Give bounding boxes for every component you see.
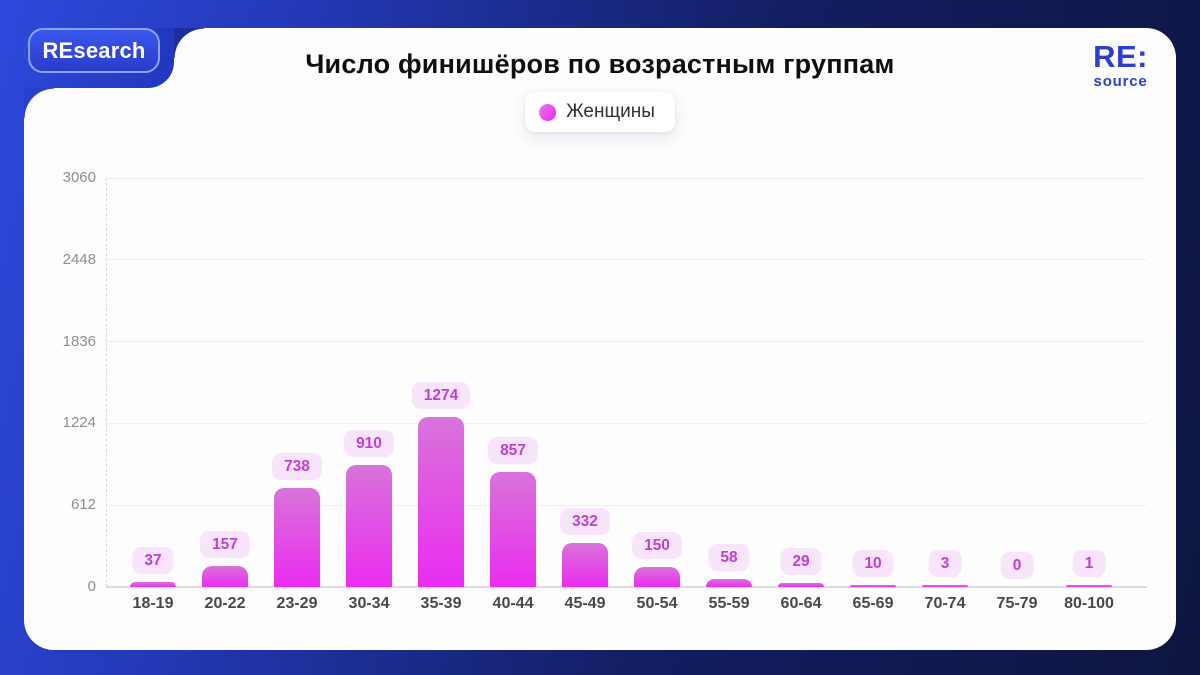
bar <box>850 585 896 587</box>
research-badge-label: REsearch <box>42 37 146 63</box>
brand-tab: REsearch <box>24 28 174 88</box>
legend-dot-icon <box>539 103 557 121</box>
bar <box>418 416 464 587</box>
bar <box>1066 585 1112 587</box>
x-tick-label: 80-100 <box>1064 595 1114 612</box>
bar <box>778 583 824 587</box>
value-badge: 857 <box>488 437 538 465</box>
y-tick-label: 0 <box>87 578 96 595</box>
x-tick-label: 75-79 <box>996 595 1038 612</box>
x-axis-line <box>106 586 1147 588</box>
value-badge: 58 <box>708 544 750 572</box>
x-tick-label: 23-29 <box>276 595 318 612</box>
gridline <box>106 504 1147 506</box>
x-tick-label: 70-74 <box>924 595 966 612</box>
x-tick-label: 35-39 <box>420 595 462 612</box>
tab-notch-bottom <box>24 88 54 118</box>
y-tick-label: 612 <box>70 496 96 514</box>
logo-secondary-text: source <box>1093 73 1148 90</box>
bar <box>202 566 248 587</box>
y-tick-label: 2448 <box>62 250 96 268</box>
value-badge: 0 <box>1000 552 1034 579</box>
resource-logo: RE: source <box>1093 41 1148 89</box>
bar <box>562 542 608 587</box>
logo-primary-text: RE: <box>1093 39 1148 74</box>
value-badge: 150 <box>632 531 682 559</box>
x-tick-label: 60-64 <box>780 595 822 612</box>
x-tick-label: 65-69 <box>852 595 894 612</box>
bar <box>346 465 392 587</box>
value-badge: 738 <box>272 453 322 481</box>
gridline <box>106 259 1147 261</box>
y-tick-label: 1224 <box>62 414 96 432</box>
gridline <box>106 422 1147 424</box>
value-badge: 29 <box>780 548 822 576</box>
research-badge[interactable]: REsearch <box>28 28 160 73</box>
value-badge: 37 <box>132 547 174 575</box>
y-tick-label: 1836 <box>62 332 96 350</box>
value-badge: 157 <box>200 531 250 558</box>
tab-notch-right <box>174 28 204 58</box>
y-axis-line <box>106 178 107 587</box>
x-tick-label: 45-49 <box>564 595 606 612</box>
x-tick-label: 40-44 <box>492 595 534 612</box>
chart-legend-item[interactable]: Женщины <box>525 92 675 132</box>
x-tick-label: 18-19 <box>132 595 174 612</box>
x-tick-label: 20-22 <box>204 595 246 612</box>
dashboard-card: REsearch Число финишёров по возрастным г… <box>24 28 1176 650</box>
y-tick-label: 3060 <box>62 169 96 186</box>
bar <box>490 472 536 587</box>
bar <box>130 582 176 587</box>
gridline <box>106 177 1147 179</box>
chart-title: Число финишёров по возрастным группам <box>305 49 895 79</box>
bar <box>706 579 752 587</box>
value-badge: 10 <box>852 550 894 577</box>
value-badge: 3 <box>928 550 962 577</box>
bar <box>922 585 968 587</box>
legend-label: Женщины <box>566 101 655 122</box>
x-tick-label: 30-34 <box>348 595 390 612</box>
bar <box>274 488 320 587</box>
x-tick-label: 50-54 <box>636 595 678 612</box>
x-tick-label: 55-59 <box>708 595 750 612</box>
bar <box>634 566 680 587</box>
gridline <box>106 341 1147 343</box>
value-badge: 1274 <box>411 381 471 409</box>
value-badge: 1 <box>1072 550 1106 577</box>
bar-chart: 0 612 1224 1836 2448 3060 37 18-19 157 20-22 738 23… <box>24 28 1176 650</box>
value-badge: 910 <box>344 430 394 458</box>
value-badge: 332 <box>560 507 610 535</box>
